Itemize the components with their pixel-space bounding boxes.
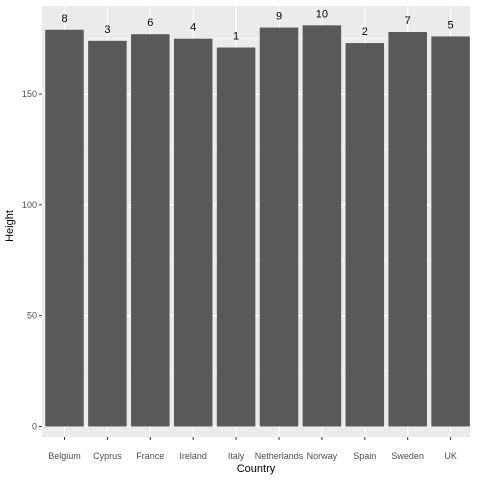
- y-tick-label: 50: [27, 311, 37, 321]
- data-label: 3: [104, 24, 110, 36]
- bar-sweden: [388, 31, 427, 427]
- x-tick-label: Ireland: [179, 451, 207, 461]
- y-axis-title: Height: [4, 210, 16, 242]
- data-label: 9: [276, 11, 282, 23]
- bar-belgium: [45, 29, 84, 427]
- axis-layer: Belgium Cyprus France Ireland Italy Netherlan…: [22, 89, 457, 461]
- bar-ireland: [173, 38, 213, 427]
- x-tick-label: France: [136, 451, 164, 461]
- data-label: 4: [190, 22, 196, 34]
- bar-france: [131, 34, 170, 427]
- data-label: 7: [405, 15, 411, 27]
- y-tick-label: 100: [22, 200, 37, 210]
- bar-layer: [45, 25, 470, 427]
- x-tick-label: UK: [444, 451, 457, 461]
- x-axis-title: Country: [237, 463, 276, 475]
- data-label: 10: [316, 8, 328, 20]
- data-label: 1: [233, 31, 239, 43]
- bar-spain: [345, 43, 385, 427]
- bar-uk: [431, 36, 470, 427]
- x-tick-label: Spain: [353, 451, 376, 461]
- bar-norway: [302, 25, 342, 427]
- bar-cyprus: [88, 40, 127, 427]
- data-label: 5: [448, 19, 454, 31]
- data-label-layer: 8 3 6 4 1 9 10 2 7 5: [61, 8, 453, 42]
- x-tick-label: Norway: [307, 451, 338, 461]
- y-tick-label: 0: [32, 422, 37, 432]
- bar-netherlands: [259, 27, 299, 427]
- data-label: 6: [147, 17, 153, 29]
- x-tick-label: Belgium: [48, 451, 81, 461]
- data-label: 8: [61, 13, 67, 25]
- data-label: 2: [362, 26, 368, 38]
- y-tick-label: 150: [22, 89, 37, 99]
- bar-italy: [216, 47, 256, 427]
- x-tick-label: Netherlands: [255, 451, 304, 461]
- x-tick-label: Italy: [228, 451, 245, 461]
- x-tick-label: Cyprus: [93, 451, 122, 461]
- x-tick-label: Sweden: [391, 451, 424, 461]
